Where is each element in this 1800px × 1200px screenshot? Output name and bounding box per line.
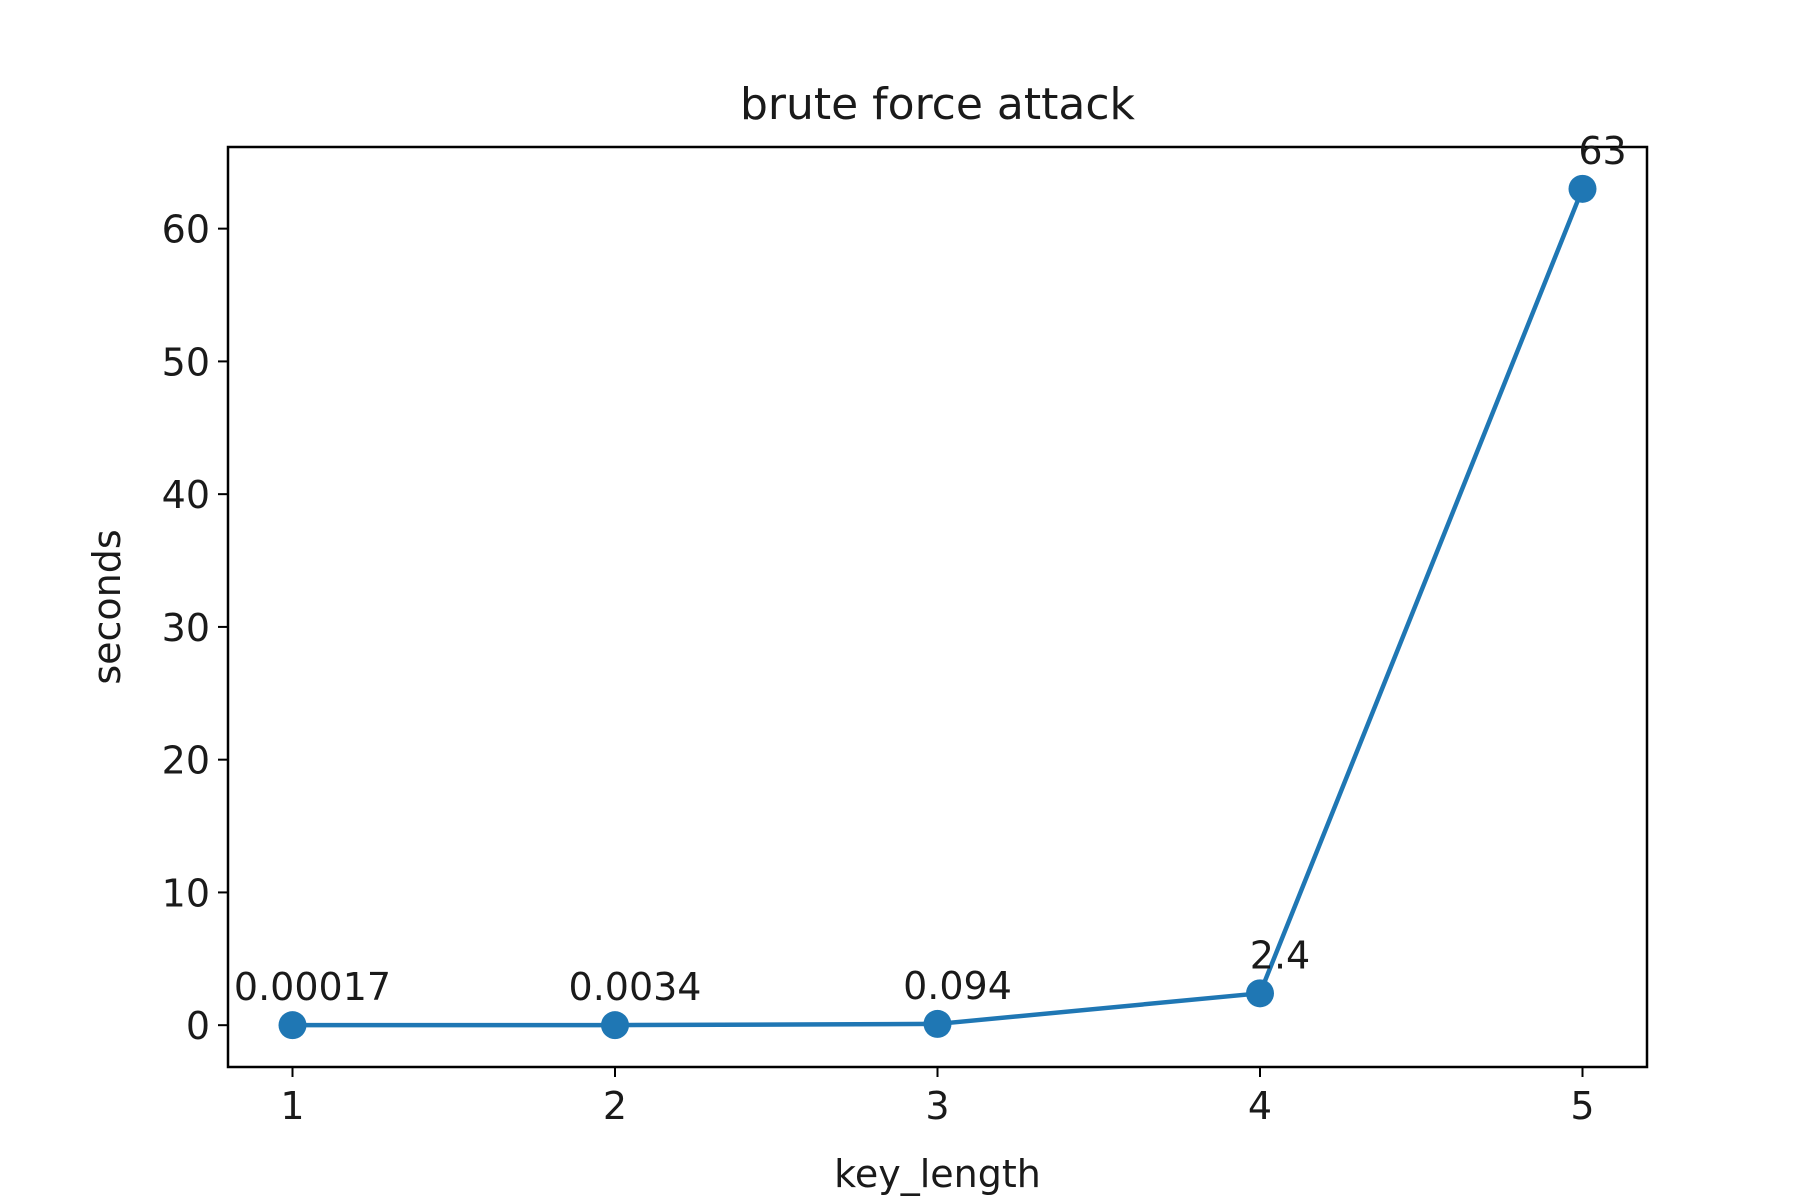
x-tick-label: 2 xyxy=(603,1084,627,1128)
data-label: 63 xyxy=(1578,129,1626,173)
data-point xyxy=(923,1009,952,1038)
x-tick-label: 1 xyxy=(280,1084,304,1128)
x-tick-label: 5 xyxy=(1570,1084,1594,1128)
data-label: 2.4 xyxy=(1250,933,1310,977)
data-label: 0.094 xyxy=(903,964,1012,1008)
y-tick-label: 0 xyxy=(186,1004,210,1048)
x-axis-label: key_length xyxy=(834,1152,1041,1196)
y-tick-label: 40 xyxy=(162,473,210,517)
y-tick-label: 30 xyxy=(162,606,210,650)
x-tick-label: 3 xyxy=(925,1084,949,1128)
data-point xyxy=(1246,979,1274,1008)
x-tick-label: 4 xyxy=(1248,1084,1272,1128)
chart-title: brute force attack xyxy=(740,79,1136,130)
data-point xyxy=(278,1011,307,1040)
y-axis-label: seconds xyxy=(85,529,129,684)
data-point xyxy=(601,1011,629,1040)
y-tick-label: 20 xyxy=(162,739,210,783)
y-tick-label: 60 xyxy=(162,208,210,252)
y-tick-label: 10 xyxy=(162,871,210,915)
data-label: 0.0034 xyxy=(569,965,702,1009)
data-point xyxy=(1568,174,1597,203)
data-label: 0.00017 xyxy=(234,965,391,1009)
y-tick-label: 50 xyxy=(162,340,210,384)
